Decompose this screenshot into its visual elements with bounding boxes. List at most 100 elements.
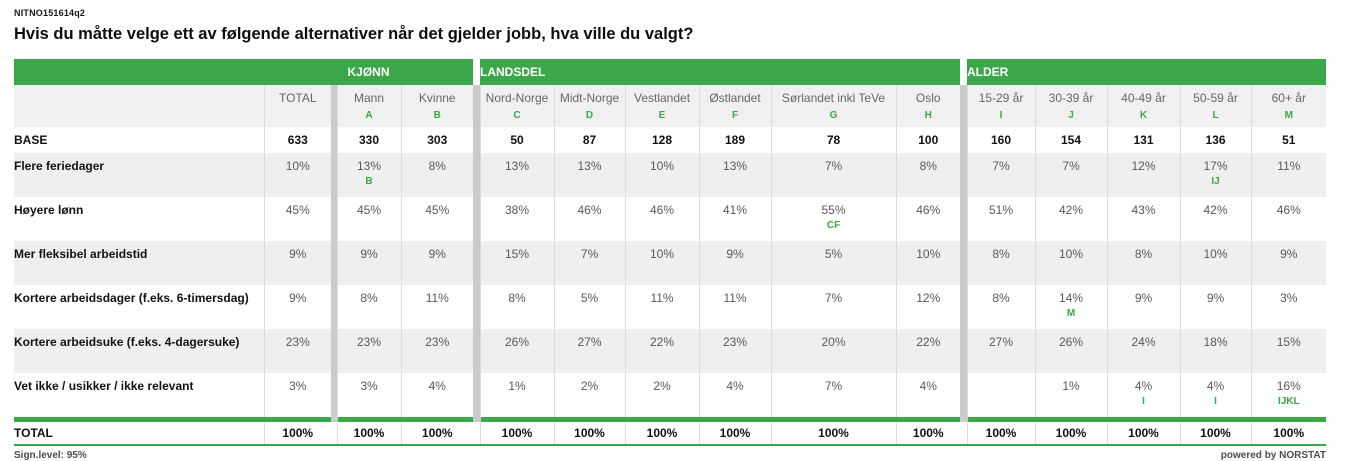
value-cell: 17% IJ (1179, 153, 1252, 197)
value-cell: 46% (553, 197, 626, 241)
total-row-label: TOTAL (14, 417, 264, 446)
significance-letters (700, 396, 771, 408)
base-value-cell: 330 (336, 127, 401, 153)
significance-letters (626, 220, 699, 232)
group-separator (960, 110, 968, 127)
column-letter: K (1106, 110, 1181, 127)
group-separator (331, 329, 337, 373)
base-value-cell: 87 (553, 127, 626, 153)
significance-letters: IJKL (1277, 396, 1300, 407)
group-separator (473, 329, 481, 373)
row-label-mer-fleksibel-arbeidstid: Mer fleksibel arbeidstid (14, 241, 264, 285)
significance-letters (700, 264, 771, 276)
value-cell: 7% (770, 153, 897, 197)
cell-value: 18% (1203, 335, 1228, 349)
significance-letters (897, 352, 960, 364)
cell-value: 8% (992, 247, 1010, 261)
significance-letters (626, 308, 699, 320)
significance-letters (700, 220, 771, 232)
group-separator (473, 85, 481, 110)
cell-value: 5% (824, 247, 843, 261)
significance-letters (897, 220, 960, 232)
column-letter: B (400, 110, 474, 127)
group-separator (960, 285, 968, 329)
group-separator (473, 153, 481, 197)
value-cell: 4% (895, 373, 961, 420)
value-cell: 26% (1034, 329, 1108, 373)
cell-value: 23% (425, 335, 450, 349)
significance-letters (338, 220, 401, 232)
column-header-vestlandet: Vestlandet (624, 85, 700, 110)
value-cell: 2% (553, 373, 626, 420)
cell-value: 51% (989, 203, 1014, 217)
value-cell: 10% (624, 241, 700, 285)
value-cell: 27% (966, 329, 1036, 373)
crosstab-table: KJØNN LANDSDEL ALDER TOTAL Mann Kvinne Nord-No… (14, 59, 1327, 446)
significance-letters (481, 220, 554, 232)
significance-letters (481, 264, 554, 276)
cell-value: 15% (505, 247, 530, 261)
significance-letters (897, 264, 960, 276)
group-separator (960, 417, 968, 446)
significance-letters: I (1214, 396, 1217, 407)
group-separator (331, 153, 337, 197)
significance-letters (402, 220, 473, 232)
survey-code: NITNO151614q2 (14, 8, 86, 18)
total-value-cell: 100% (553, 417, 626, 446)
cell-value: 2% (653, 379, 671, 393)
group-separator (331, 373, 337, 420)
column-letter: G (770, 110, 897, 127)
significance-letters (968, 220, 1035, 232)
value-cell: 4% I (1106, 373, 1181, 420)
value-cell (966, 373, 1036, 420)
value-cell: 51% (966, 197, 1036, 241)
group-bar-spacer (14, 59, 264, 85)
significance-letters (700, 352, 771, 364)
total-value-cell: 100% (770, 417, 897, 446)
value-cell: 10% (1179, 241, 1252, 285)
base-row-label: BASE (14, 127, 264, 153)
significance-letters (897, 308, 960, 320)
cell-value: 7% (824, 379, 843, 393)
significance-letters (402, 176, 473, 188)
value-cell: 55% CF (770, 197, 897, 241)
cell-value: 1% (1062, 379, 1080, 393)
cell-value: 9% (726, 247, 744, 261)
cell-value: 46% (916, 203, 941, 217)
group-separator (960, 127, 968, 153)
column-header-nord-norge: Nord-Norge (479, 85, 555, 110)
value-cell: 27% (553, 329, 626, 373)
group-header-kj-nn: KJØNN (264, 59, 474, 85)
value-cell: 10% (895, 241, 961, 285)
value-cell: 8% (895, 153, 961, 197)
column-letter: C (479, 110, 555, 127)
significance-letters (265, 396, 331, 408)
significance-letters (265, 308, 331, 320)
cell-value: 8% (919, 159, 937, 173)
group-gap (473, 59, 481, 85)
value-cell: 14% M (1034, 285, 1108, 329)
value-cell: 8% (1106, 241, 1181, 285)
significance-letters (1181, 308, 1251, 320)
value-cell: 23% (698, 329, 772, 373)
significance-letters (772, 396, 896, 408)
value-cell: 3% (263, 373, 331, 420)
significance-letters (626, 352, 699, 364)
cell-value: 10% (650, 247, 675, 261)
significance-letters (968, 352, 1035, 364)
base-value-cell: 154 (1034, 127, 1108, 153)
cell-value: 8% (428, 159, 446, 173)
cell-value: 14% (1059, 291, 1084, 305)
cell-value: 9% (289, 247, 307, 261)
significance-letters (481, 352, 554, 364)
cell-value: 10% (1059, 247, 1084, 261)
column-letter: F (698, 110, 772, 127)
value-cell: 43% (1106, 197, 1181, 241)
base-value-cell: 303 (400, 127, 474, 153)
base-value-cell: 633 (263, 127, 331, 153)
value-cell: 13% B (336, 153, 401, 197)
total-value-cell: 100% (336, 417, 401, 446)
value-cell: 46% (895, 197, 961, 241)
group-separator (960, 373, 968, 420)
